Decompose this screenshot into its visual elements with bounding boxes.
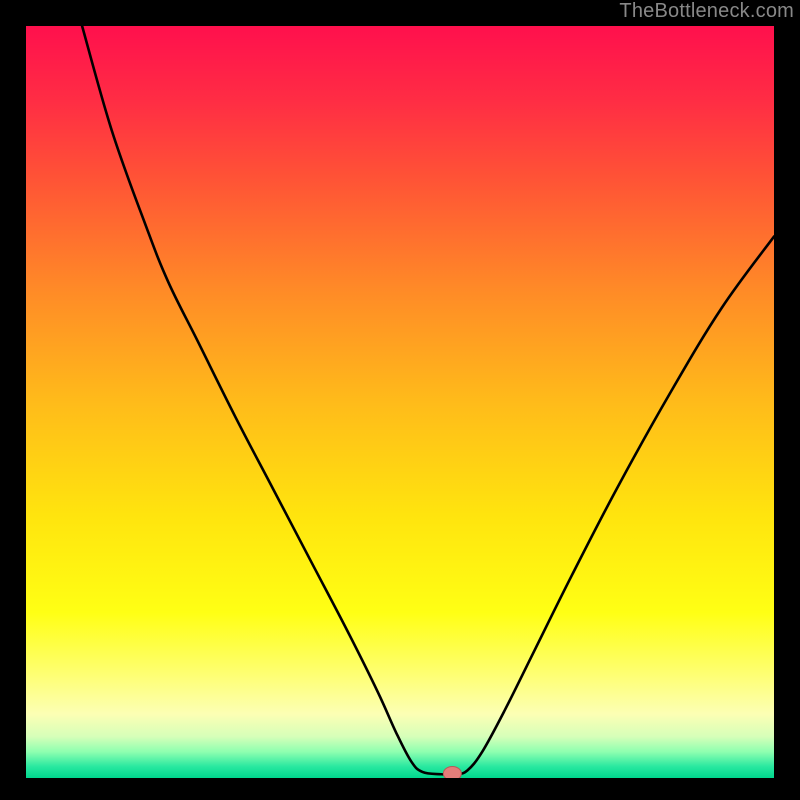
bottleneck-curve [82, 26, 774, 775]
watermark-text: TheBottleneck.com [619, 0, 794, 23]
plot-area [26, 26, 774, 778]
minimum-marker [443, 766, 461, 778]
curve-overlay [26, 26, 774, 778]
